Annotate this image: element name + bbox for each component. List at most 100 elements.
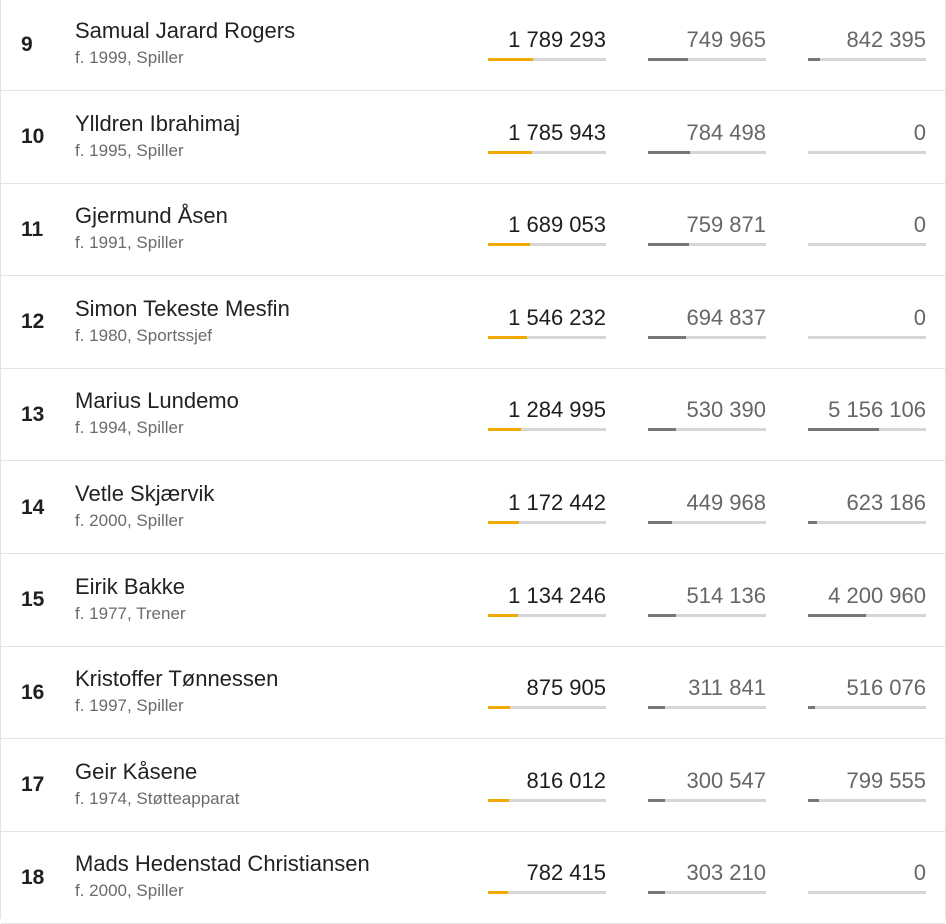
value-column-2: 749 965	[648, 25, 766, 61]
person-name[interactable]: Marius Lundemo	[75, 388, 239, 414]
rank-number: 17	[21, 773, 45, 797]
value-2-bar-track	[648, 335, 766, 339]
person-name[interactable]: Kristoffer Tønnessen	[75, 666, 279, 692]
person-cell: Mads Hedenstad Christiansen f. 2000, Spi…	[75, 850, 370, 902]
value-column-3: 0	[808, 210, 926, 247]
value-2-bar-fill	[648, 58, 689, 61]
person-name[interactable]: Mads Hedenstad Christiansen	[75, 851, 370, 877]
person-name[interactable]: Geir Kåsene	[75, 758, 198, 784]
person-name[interactable]: Simon Tekeste Mesfin	[75, 295, 290, 321]
rank-number: 14	[21, 495, 45, 519]
value-2-bar-fill	[648, 706, 665, 710]
value-column-1: 816 012	[488, 766, 606, 802]
person-name[interactable]: Eirik Bakke	[75, 573, 186, 599]
value-2-bar-track	[648, 150, 766, 154]
value-3-bar-track	[808, 335, 926, 339]
value-column-1: 1 546 232	[488, 303, 606, 339]
person-cell: Samual Jarard Rogers f. 1999, Spiller	[75, 17, 295, 69]
table-row[interactable]: 15 Eirik Bakke f. 1977, Trener 1 134 246…	[1, 555, 945, 647]
table-row[interactable]: 17 Geir Kåsene f. 1974, Støtteapparat 81…	[1, 740, 945, 832]
value-column-3: 0	[808, 303, 926, 339]
value-1-bar-track	[488, 613, 606, 617]
person-name[interactable]: Vetle Skjærvik	[75, 481, 215, 506]
value-column-3: 5 156 106	[808, 395, 926, 432]
value-2: 303 210	[686, 860, 766, 886]
value-3: 623 186	[846, 490, 926, 515]
value-1: 1 172 442	[508, 490, 606, 515]
value-3-bar-track	[808, 798, 926, 802]
value-2-bar-fill	[648, 613, 677, 617]
value-column-1: 1 284 995	[488, 395, 606, 432]
rank-number: 9	[21, 32, 33, 56]
value-column-2: 311 841	[648, 673, 766, 710]
person-cell: Gjermund Åsen f. 1991, Spiller	[75, 202, 228, 254]
person-meta: f. 1997, Spiller	[75, 696, 184, 716]
value-1: 1 284 995	[508, 397, 606, 423]
value-1-bar-track	[488, 891, 606, 895]
value-2-bar-track	[648, 706, 766, 710]
table-row[interactable]: 12 Simon Tekeste Mesfin f. 1980, Sportss…	[1, 277, 945, 369]
person-meta: f. 1995, Spiller	[75, 140, 184, 160]
value-3: 842 395	[846, 27, 926, 52]
value-1-bar-fill	[488, 58, 533, 61]
value-3: 0	[913, 304, 926, 330]
rank-number: 16	[21, 680, 45, 704]
value-1-bar-track	[488, 335, 606, 339]
value-column-3: 4 200 960	[808, 581, 926, 617]
person-name[interactable]: Gjermund Åsen	[75, 203, 228, 229]
rank-number: 10	[21, 125, 45, 149]
value-3-bar-fill	[808, 798, 819, 802]
value-column-2: 303 210	[648, 858, 766, 895]
value-3-bar-track	[808, 150, 926, 154]
value-2-bar-fill	[648, 243, 690, 247]
value-3-bar-track	[808, 243, 926, 247]
value-column-2: 759 871	[648, 210, 766, 247]
value-3: 5 156 106	[828, 397, 926, 423]
value-3-bar-track	[808, 613, 926, 617]
value-2-bar-track	[648, 428, 766, 432]
value-3-bar-track	[808, 706, 926, 710]
value-column-3: 799 555	[808, 766, 926, 802]
value-3-bar-fill	[808, 58, 820, 61]
value-2-bar-track	[648, 521, 766, 524]
value-1-bar-fill	[488, 706, 511, 710]
person-meta: f. 1980, Sportssjef	[75, 325, 213, 345]
value-2-bar-fill	[648, 335, 686, 339]
value-column-3: 516 076	[808, 673, 926, 710]
table-row[interactable]: 11 Gjermund Åsen f. 1991, Spiller 1 689 …	[1, 184, 945, 277]
value-2-bar-track	[648, 58, 766, 61]
value-3-bar-fill	[808, 428, 879, 432]
table-row[interactable]: 14 Vetle Skjærvik f. 2000, Spiller 1 172…	[1, 462, 945, 554]
rank-number: 13	[21, 402, 45, 426]
value-3-bar-track	[808, 521, 926, 524]
value-2: 749 965	[686, 27, 766, 52]
person-cell: Marius Lundemo f. 1994, Spiller	[75, 387, 239, 439]
value-1: 875 905	[526, 675, 606, 701]
table-row[interactable]: 9 Samual Jarard Rogers f. 1999, Spiller …	[1, 0, 945, 91]
value-column-1: 1 789 293	[488, 25, 606, 61]
value-2-bar-track	[648, 798, 766, 802]
value-column-2: 300 547	[648, 766, 766, 802]
person-name[interactable]: Samual Jarard Rogers	[75, 18, 296, 43]
value-1: 782 415	[526, 860, 606, 886]
value-3-bar-fill	[808, 613, 866, 617]
table-row[interactable]: 18 Mads Hedenstad Christiansen f. 2000, …	[1, 832, 945, 924]
value-1-bar-fill	[488, 798, 510, 802]
person-cell: Simon Tekeste Mesfin f. 1980, Sportssjef	[75, 295, 290, 347]
value-2-bar-track	[648, 243, 766, 247]
person-cell: Kristoffer Tønnessen f. 1997, Spiller	[75, 665, 278, 717]
value-1-bar-fill	[488, 243, 531, 247]
value-2-bar-fill	[648, 150, 691, 154]
value-3: 0	[913, 212, 926, 238]
value-2: 449 968	[686, 490, 766, 515]
value-3-bar-track	[808, 428, 926, 432]
person-cell: Geir Kåsene f. 1974, Støtteapparat	[75, 758, 239, 810]
table-row[interactable]: 16 Kristoffer Tønnessen f. 1997, Spiller…	[1, 647, 945, 740]
person-meta: f. 1974, Støtteapparat	[75, 788, 240, 808]
person-name[interactable]: Ylldren Ibrahimaj	[75, 110, 241, 136]
value-3-bar-track	[808, 891, 926, 895]
table-row[interactable]: 13 Marius Lundemo f. 1994, Spiller 1 284…	[1, 369, 945, 462]
value-3: 516 076	[846, 675, 926, 701]
table-row[interactable]: 10 Ylldren Ibrahimaj f. 1995, Spiller 1 …	[1, 92, 945, 184]
